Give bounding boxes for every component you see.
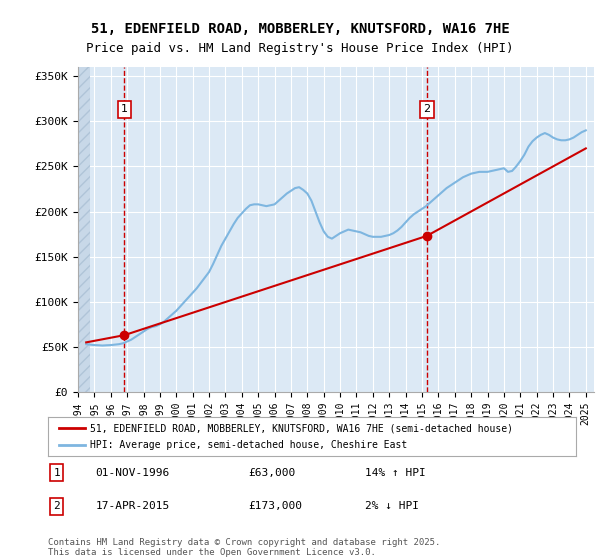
Text: 2: 2 [423,104,430,114]
Text: Contains HM Land Registry data © Crown copyright and database right 2025.
This d: Contains HM Land Registry data © Crown c… [48,538,440,557]
Text: 1: 1 [53,468,60,478]
Text: Price paid vs. HM Land Registry's House Price Index (HPI): Price paid vs. HM Land Registry's House … [86,42,514,55]
Text: £63,000: £63,000 [248,468,296,478]
Text: 51, EDENFIELD ROAD, MOBBERLEY, KNUTSFORD, WA16 7HE (semi-detached house): 51, EDENFIELD ROAD, MOBBERLEY, KNUTSFORD… [90,423,513,433]
Text: 2% ↓ HPI: 2% ↓ HPI [365,501,419,511]
Text: 17-APR-2015: 17-APR-2015 [95,501,170,511]
Text: 14% ↑ HPI: 14% ↑ HPI [365,468,425,478]
Text: 51, EDENFIELD ROAD, MOBBERLEY, KNUTSFORD, WA16 7HE: 51, EDENFIELD ROAD, MOBBERLEY, KNUTSFORD… [91,22,509,36]
Text: 2: 2 [53,501,60,511]
Text: 1: 1 [121,104,128,114]
Bar [78,67,90,392]
Text: HPI: Average price, semi-detached house, Cheshire East: HPI: Average price, semi-detached house,… [90,440,407,450]
Text: £173,000: £173,000 [248,501,302,511]
Text: 01-NOV-1996: 01-NOV-1996 [95,468,170,478]
